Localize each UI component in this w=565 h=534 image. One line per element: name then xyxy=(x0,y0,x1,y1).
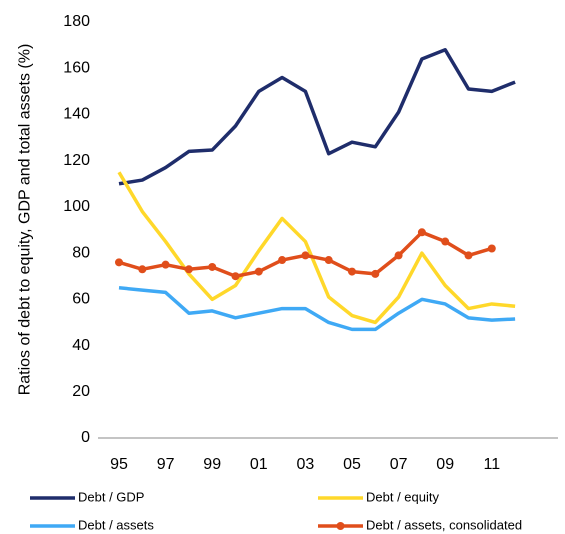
legend-label: Debt / assets, consolidated xyxy=(366,517,522,532)
series-marker xyxy=(348,267,356,276)
series-marker xyxy=(417,228,426,237)
series-marker xyxy=(161,260,170,269)
x-tick-label: 07 xyxy=(390,456,408,473)
y-tick-label: 180 xyxy=(63,13,90,30)
y-tick-label: 120 xyxy=(63,152,90,169)
series-marker xyxy=(138,265,147,274)
series-marker xyxy=(464,251,473,260)
series-marker xyxy=(394,251,403,260)
series-line xyxy=(118,47,516,186)
y-tick-label: 100 xyxy=(63,198,90,215)
series-marker xyxy=(371,269,380,278)
x-tick-label: 11 xyxy=(483,456,500,473)
series-marker xyxy=(208,262,217,271)
x-tick-label: 95 xyxy=(110,456,128,473)
x-tick-label: 03 xyxy=(297,456,315,473)
series-marker xyxy=(301,251,310,260)
x-tick-label: 99 xyxy=(203,456,221,473)
series-marker xyxy=(184,265,193,274)
y-tick-label: 140 xyxy=(63,106,90,123)
y-tick-label: 60 xyxy=(72,291,90,308)
legend-label: Debt / GDP xyxy=(78,489,144,504)
legend-label: Debt / equity xyxy=(366,489,439,504)
x-tick-label: 01 xyxy=(250,456,268,473)
legend-marker xyxy=(336,522,345,530)
y-axis-label: Ratios of debt to equity, GDP and total … xyxy=(16,43,34,396)
y-tick-label: 20 xyxy=(72,383,90,400)
y-tick-label: 160 xyxy=(63,59,90,76)
series-marker xyxy=(324,256,333,265)
series-line xyxy=(118,286,516,332)
series-marker xyxy=(115,258,123,267)
y-tick-label: 80 xyxy=(72,244,90,261)
series-marker xyxy=(278,256,287,265)
series-marker xyxy=(441,237,450,246)
y-tick-label: 40 xyxy=(72,337,90,354)
x-tick-label: 97 xyxy=(157,456,175,473)
legend-label: Debt / assets xyxy=(78,517,154,532)
x-tick-label: 09 xyxy=(436,456,454,473)
y-tick-label: 0 xyxy=(81,429,90,446)
x-tick-label: 05 xyxy=(343,456,361,473)
series-marker xyxy=(231,272,240,281)
series-marker xyxy=(254,267,263,276)
series-marker xyxy=(487,244,496,253)
